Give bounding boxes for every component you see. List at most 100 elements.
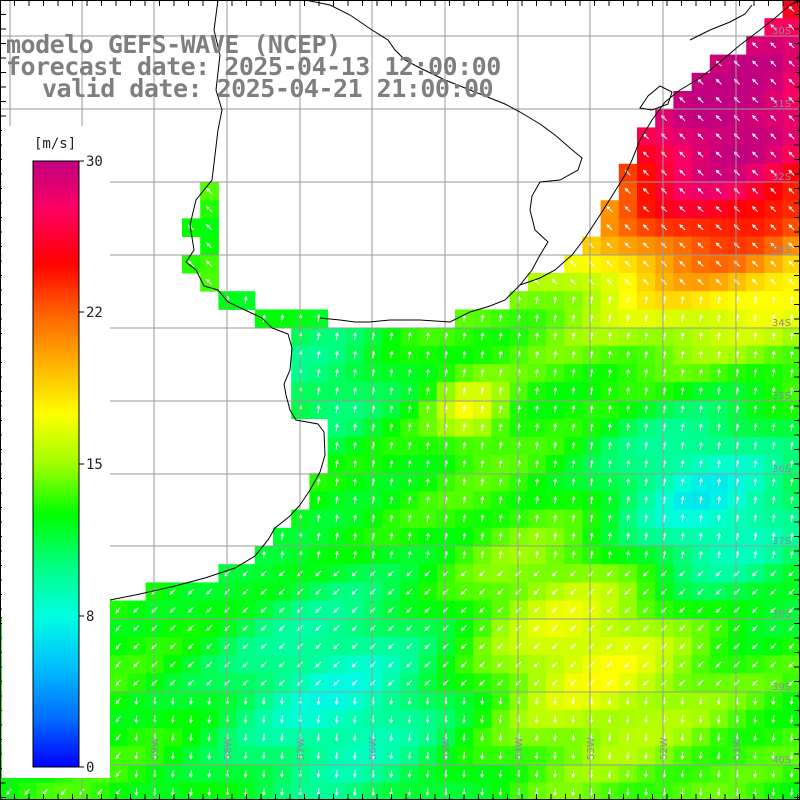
wind-arrow bbox=[462, 550, 467, 559]
wind-arrow bbox=[497, 643, 504, 650]
wind-arrow bbox=[333, 679, 340, 686]
wind-arrow bbox=[335, 368, 339, 377]
wind-arrow bbox=[533, 661, 540, 668]
wind-arrow bbox=[407, 715, 412, 724]
wind-arrow bbox=[170, 788, 175, 797]
longitude-label: 53W bbox=[586, 737, 597, 760]
wind-arrow bbox=[715, 661, 722, 668]
wind-arrow bbox=[788, 60, 795, 67]
wind-arrow bbox=[571, 788, 576, 797]
latitude-label: 32S bbox=[772, 172, 791, 183]
wind-arrow bbox=[316, 751, 321, 760]
wind-arrow bbox=[498, 368, 503, 377]
wind-arrow bbox=[570, 278, 577, 285]
wind-arrow bbox=[770, 169, 777, 176]
wind-arrow bbox=[642, 570, 649, 577]
longitude-label: 58W bbox=[223, 737, 234, 760]
wind-arrow bbox=[644, 733, 648, 742]
wind-arrow bbox=[624, 224, 631, 231]
wind-arrow bbox=[790, 423, 794, 432]
wind-arrow bbox=[753, 769, 758, 779]
wind-arrow bbox=[680, 715, 685, 724]
wind-arrow bbox=[570, 588, 577, 595]
wind-arrow bbox=[189, 769, 193, 779]
wind-arrow bbox=[334, 733, 339, 742]
wind-arrow bbox=[261, 697, 266, 706]
wind-arrow bbox=[626, 423, 630, 432]
wind-arrow bbox=[680, 295, 685, 304]
wind-arrow bbox=[351, 679, 358, 686]
wind-arrow bbox=[680, 313, 685, 323]
wind-arrow bbox=[498, 715, 503, 724]
wind-arrow bbox=[733, 570, 740, 577]
wind-arrow bbox=[717, 550, 721, 559]
wind-arrow bbox=[606, 661, 613, 668]
wind-arrow bbox=[407, 697, 412, 706]
wind-arrow bbox=[480, 386, 485, 395]
wind-arrow bbox=[553, 697, 557, 706]
wind-arrow bbox=[535, 495, 539, 505]
wind-arrow bbox=[717, 532, 721, 541]
wind-arrow bbox=[790, 368, 794, 377]
wind-arrow bbox=[553, 788, 557, 797]
wind-arrow bbox=[316, 532, 321, 541]
wind-arrow bbox=[753, 751, 758, 760]
wind-arrow bbox=[351, 570, 358, 577]
wind-arrow bbox=[606, 643, 613, 650]
wind-arrow bbox=[553, 550, 558, 559]
wind-arrow bbox=[699, 332, 703, 341]
wind-arrow bbox=[753, 386, 758, 395]
wind-arrow bbox=[133, 606, 140, 613]
wind-arrow bbox=[771, 715, 776, 724]
wind-arrow bbox=[790, 514, 794, 523]
wind-arrow bbox=[462, 477, 467, 486]
wind-arrow bbox=[570, 643, 577, 650]
wind-arrow bbox=[606, 206, 613, 213]
wind-arrow bbox=[626, 404, 630, 414]
wind-arrow bbox=[426, 368, 430, 377]
wind-arrow bbox=[662, 441, 667, 450]
wind-arrow bbox=[278, 643, 285, 650]
wind-arrow bbox=[353, 477, 357, 486]
wind-arrow bbox=[407, 514, 412, 523]
wind-arrow bbox=[608, 495, 612, 505]
wind-arrow bbox=[389, 715, 394, 724]
wind-arrow bbox=[790, 404, 794, 414]
wind-arrow bbox=[426, 514, 430, 523]
wind-arrow bbox=[134, 788, 139, 797]
colorbar: [m/s] 30 22 15 8 0 bbox=[2, 126, 110, 778]
wind-arrow bbox=[571, 313, 576, 323]
wind-arrow bbox=[697, 187, 704, 194]
forecast-date: forecast date: 2025-04-13 12:00:00 bbox=[6, 52, 501, 81]
latitude-label: 31S bbox=[772, 99, 791, 110]
wind-arrow bbox=[553, 751, 557, 760]
wind-arrow bbox=[315, 661, 322, 668]
wind-arrow bbox=[24, 788, 30, 796]
wind-arrow bbox=[534, 751, 539, 760]
wind-arrow bbox=[770, 570, 777, 577]
wind-arrow bbox=[280, 733, 284, 742]
wind-arrow bbox=[278, 588, 285, 595]
wind-arrow bbox=[699, 350, 703, 359]
wind-arrow bbox=[535, 313, 539, 323]
wind-arrow bbox=[770, 242, 777, 249]
wind-arrow bbox=[278, 661, 285, 668]
wind-arrow bbox=[462, 532, 467, 541]
wind-arrow bbox=[624, 278, 631, 285]
wind-arrow bbox=[626, 550, 630, 559]
wind-arrow bbox=[625, 715, 630, 724]
latitude-label: 36S bbox=[772, 464, 791, 475]
wind-arrow bbox=[242, 588, 249, 595]
wind-arrow bbox=[553, 715, 557, 724]
wind-arrow bbox=[788, 133, 795, 140]
wind-arrow bbox=[606, 224, 613, 231]
wind-arrow bbox=[571, 295, 576, 304]
wind-arrow bbox=[608, 295, 612, 304]
wind-arrow bbox=[715, 60, 722, 67]
wind-arrow bbox=[642, 661, 649, 668]
wind-arrow bbox=[535, 459, 539, 468]
wind-arrow bbox=[644, 423, 649, 432]
wind-arrow bbox=[644, 350, 649, 359]
wind-arrow bbox=[789, 751, 794, 760]
wind-arrow bbox=[733, 151, 740, 158]
